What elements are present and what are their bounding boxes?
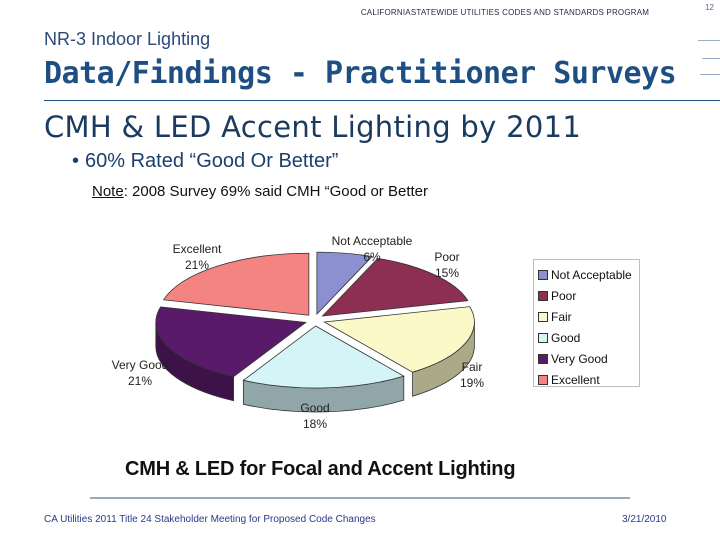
program-header: CALIFORNIASTATEWIDE UTILITIES CODES AND …: [360, 8, 650, 17]
legend-item-poor: Poor: [538, 285, 639, 306]
legend-swatch: [538, 269, 548, 280]
pie-slice-poor: [321, 257, 469, 317]
slice-value-not-acceptable: 6%: [363, 250, 381, 264]
legend-label: Very Good: [551, 351, 608, 366]
legend-item-excellent: Excellent: [538, 369, 639, 390]
legend-label: Good: [551, 330, 581, 345]
slice-value-very-good: 21%: [127, 374, 153, 388]
footer-meeting: CA Utilities 2011 Title 24 Stakeholder M…: [44, 514, 376, 525]
slice-label-excellent: Excellent 21%: [162, 241, 232, 273]
legend-swatch: [538, 311, 548, 322]
slice-value-good: 18%: [302, 417, 328, 431]
slide-subtitle: CMH & LED Accent Lighting by 2011: [44, 110, 582, 144]
legend-swatch: [538, 353, 548, 364]
slice-value-poor: 15%: [434, 266, 460, 280]
note: Note: 2008 Survey 69% said CMH “Good or …: [92, 183, 428, 200]
slice-value-excellent: 21%: [184, 258, 210, 272]
page-title: Data/Findings - Practitioner Surveys: [44, 56, 677, 91]
note-text: : 2008 Survey 69% said CMH “Good or Bett…: [123, 183, 428, 200]
slice-label-good: Good 18%: [290, 400, 340, 432]
pie-slice-excellent: [162, 252, 310, 316]
legend-swatch: [538, 290, 548, 301]
slice-name-poor: Poor: [434, 250, 460, 264]
slice-name-fair: Fair: [461, 360, 483, 374]
note-label: Note: [92, 183, 124, 200]
slice-value-fair: 19%: [459, 376, 485, 390]
slice-label-poor: Poor 15%: [425, 249, 469, 281]
slice-name-good: Good: [300, 401, 330, 415]
slice-label-not-acceptable: Not Acceptable 6%: [322, 233, 422, 265]
slide-number: 12: [705, 3, 714, 12]
legend-item-not-acceptable: Not Acceptable: [538, 264, 639, 285]
legend-swatch: [538, 374, 548, 385]
title-divider: [44, 100, 720, 101]
legend-label: Fair: [551, 309, 572, 324]
legend-item-fair: Fair: [538, 306, 639, 327]
slice-name-not-acceptable: Not Acceptable: [331, 234, 413, 248]
chart-legend: Not Acceptable Poor Fair Good Very Good …: [533, 259, 640, 387]
chart-title: CMH & LED for Focal and Accent Lighting: [125, 458, 516, 480]
bullet-icon: •: [72, 150, 80, 172]
legend-label: Excellent: [551, 372, 600, 387]
header-decoration: [698, 26, 720, 111]
slice-label-fair: Fair 19%: [452, 359, 492, 391]
legend-item-good: Good: [538, 327, 639, 348]
pie-slice-very-good: [155, 306, 307, 378]
section-title: NR-3 Indoor Lighting: [44, 29, 211, 49]
bullet-point: • 60% Rated “Good Or Better”: [72, 150, 338, 173]
pie-slice-good: [242, 325, 405, 389]
pie-slice-not-acceptable: [316, 251, 373, 316]
legend-swatch: [538, 332, 548, 343]
slice-name-very-good: Very Good: [111, 358, 169, 372]
pie-chart-canvas: [155, 251, 475, 413]
footer-divider: [90, 497, 630, 499]
bullet-text: 60% Rated “Good Or Better”: [85, 150, 339, 172]
legend-item-very-good: Very Good: [538, 348, 639, 369]
footer-date: 3/21/2010: [622, 514, 667, 525]
pie-slice-fair: [323, 306, 475, 373]
slice-label-very-good: Very Good 21%: [102, 357, 178, 389]
pie-chart: Not Acceptable 6% Poor 15% Fair 19% Good…: [100, 225, 645, 485]
slice-name-excellent: Excellent: [172, 242, 222, 256]
legend-label: Poor: [551, 288, 577, 303]
legend-label: Not Acceptable: [551, 267, 632, 282]
